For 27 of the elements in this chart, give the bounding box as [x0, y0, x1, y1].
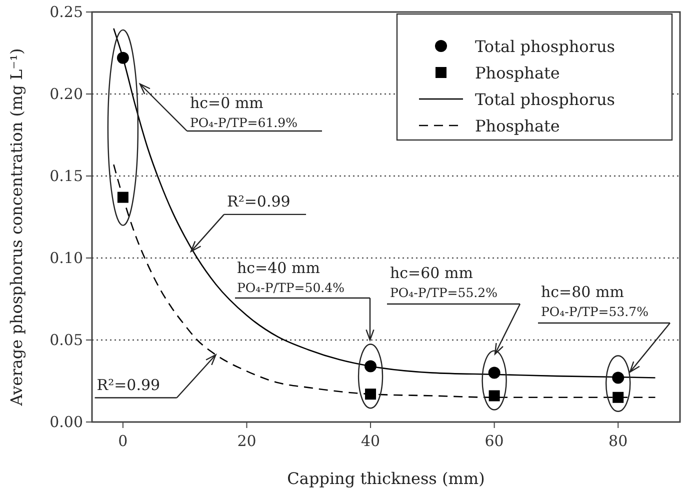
x-tick-label: 80 — [608, 432, 628, 450]
y-axis-title: Average phosphorus concentration (mg L⁻¹) — [7, 48, 26, 407]
y-tick-label: 0.25 — [50, 3, 83, 21]
annotation: R²=0.99 — [96, 376, 160, 394]
legend-label: Total phosphorus — [475, 90, 615, 109]
point — [488, 390, 500, 402]
annotation: hc=0 mm PO₄-P/TP=61.9% — [190, 94, 298, 130]
annotation: hc=40 mm PO₄-P/TP=50.4% — [237, 259, 345, 295]
x-tick-label: 60 — [484, 432, 504, 450]
legend-label: Total phosphorus — [475, 37, 615, 56]
annotation: R²=0.99 — [227, 192, 290, 210]
x-tick-label: 40 — [360, 432, 380, 450]
y-tick-label: 0.05 — [50, 331, 83, 349]
y-tick-label: 0.20 — [50, 85, 83, 103]
x-tick-label: 0 — [118, 432, 128, 450]
annotation: hc=60 mm PO₄-P/TP=55.2% — [390, 264, 498, 300]
point — [117, 192, 128, 203]
legend-label: Phosphate — [475, 64, 560, 82]
point — [612, 392, 624, 403]
legend-label: Phosphate — [475, 116, 560, 136]
x-axis-title: Capping thickness (mm) — [287, 469, 485, 488]
point — [365, 388, 376, 400]
y-tick-label: 0.15 — [50, 167, 83, 185]
annotation: hc=80 mm PO₄-P/TP=53.7% — [541, 283, 649, 319]
x-tick-label: 20 — [237, 432, 256, 450]
y-tick-label: 0.00 — [50, 413, 83, 431]
y-tick-label: 0.10 — [50, 249, 83, 267]
